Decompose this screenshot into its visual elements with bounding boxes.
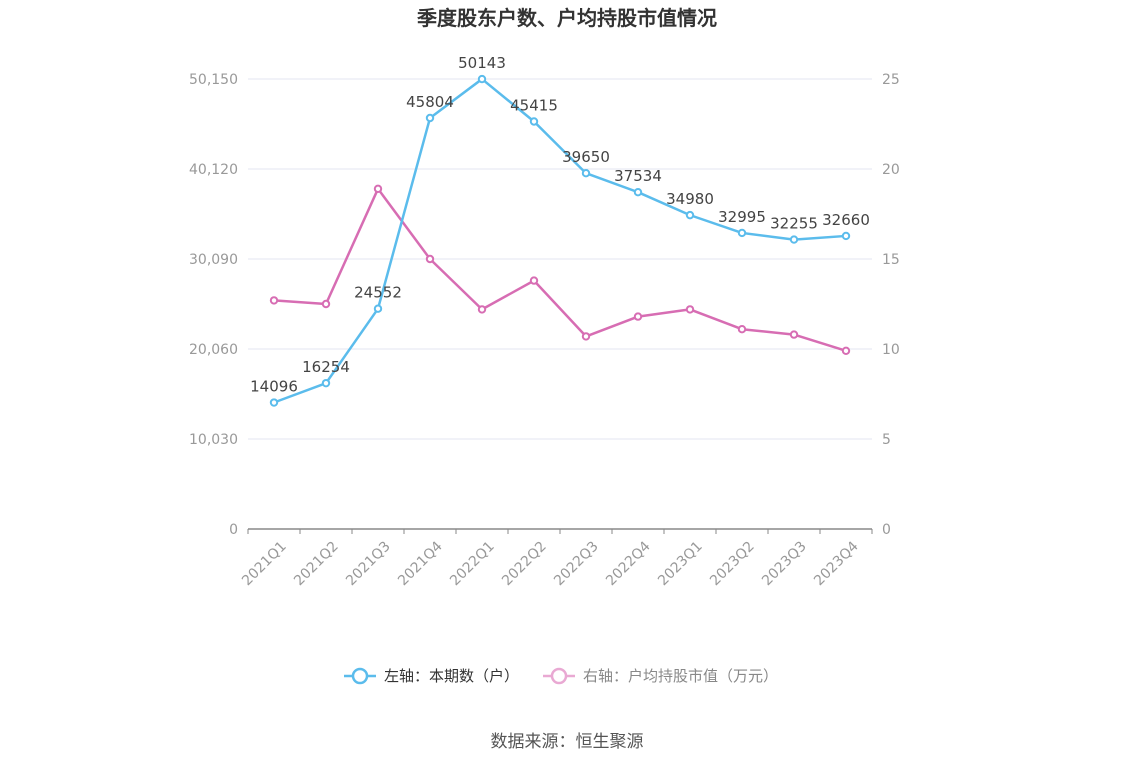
data-point xyxy=(529,276,539,285)
x-tick-label: 2023Q3 xyxy=(759,538,810,589)
x-tick-label: 2021Q2 xyxy=(291,538,342,589)
right-tick-label: 15 xyxy=(882,252,900,268)
left-tick-label: 30,090 xyxy=(189,252,238,268)
data-point xyxy=(841,346,851,355)
data-point xyxy=(633,312,643,321)
data-point xyxy=(321,378,331,388)
data-label: 39650 xyxy=(562,148,610,166)
data-point xyxy=(737,228,747,238)
legend[interactable]: 左轴：本期数（户） 右轴：户均持股市值（万元） xyxy=(344,667,778,685)
right-tick-label: 25 xyxy=(882,72,900,88)
x-axis: 2021Q1 2021Q2 2021Q3 2021Q4 2022Q1 2022Q2 2022… xyxy=(239,528,873,589)
chart-title: 季度股东户数、户均持股市值情况 xyxy=(416,6,717,30)
data-label: 24552 xyxy=(354,284,402,302)
left-tick-label: 20,060 xyxy=(189,342,238,358)
x-tick-label: 2021Q4 xyxy=(395,538,446,589)
x-tick-label: 2022Q4 xyxy=(603,538,654,589)
right-axis: 0 5 10 15 20 25 xyxy=(882,72,900,538)
left-tick-label: 0 xyxy=(229,522,238,538)
data-point xyxy=(477,305,487,314)
x-tick-label: 2022Q2 xyxy=(499,538,550,589)
data-point xyxy=(477,74,487,84)
legend-label: 右轴：户均持股市值（万元） xyxy=(583,667,778,685)
series-line xyxy=(273,77,847,404)
x-tick-label: 2022Q1 xyxy=(447,538,498,589)
series-avg-market-value xyxy=(269,184,851,355)
data-point xyxy=(737,325,747,334)
left-tick-label: 50,150 xyxy=(189,72,238,88)
data-point xyxy=(581,169,591,178)
x-tick-label: 2023Q1 xyxy=(655,538,706,589)
data-point xyxy=(581,332,591,341)
data-point xyxy=(789,330,799,339)
data-label: 32660 xyxy=(822,211,870,229)
grid xyxy=(248,78,872,440)
data-point xyxy=(269,398,279,407)
left-tick-label: 40,120 xyxy=(189,162,238,178)
data-point xyxy=(685,305,695,314)
data-label: 45804 xyxy=(406,93,454,111)
data-label: 16254 xyxy=(302,358,350,376)
x-tick-label: 2023Q4 xyxy=(811,538,862,589)
x-tick-label: 2021Q1 xyxy=(239,538,290,589)
x-tick-label: 2021Q3 xyxy=(343,538,394,589)
data-point xyxy=(841,231,851,241)
right-tick-label: 5 xyxy=(882,432,891,448)
data-point xyxy=(633,188,643,197)
data-label: 45415 xyxy=(510,96,558,114)
x-tick-label: 2023Q2 xyxy=(707,538,758,589)
legend-marker xyxy=(550,667,568,685)
legend-label: 左轴：本期数（户） xyxy=(384,667,519,685)
data-point xyxy=(321,299,331,309)
data-point xyxy=(789,235,799,244)
data-label: 34980 xyxy=(666,190,714,208)
data-label: 32995 xyxy=(718,208,766,226)
right-tick-label: 0 xyxy=(882,522,891,538)
data-point xyxy=(425,254,435,264)
data-point xyxy=(373,304,383,313)
legend-item[interactable]: 右轴：户均持股市值（万元） xyxy=(543,667,778,685)
data-point xyxy=(529,117,539,126)
data-point xyxy=(685,210,695,220)
data-point xyxy=(269,296,279,305)
data-point xyxy=(425,113,435,123)
source-note: 数据来源：恒生聚源 xyxy=(491,732,644,752)
legend-item[interactable]: 左轴：本期数（户） xyxy=(344,667,519,685)
data-label: 14096 xyxy=(250,378,298,396)
left-tick-label: 10,030 xyxy=(189,432,238,448)
data-label: 32255 xyxy=(770,215,818,233)
right-tick-label: 10 xyxy=(882,342,900,358)
right-tick-label: 20 xyxy=(882,162,900,178)
data-point xyxy=(373,184,383,194)
left-axis: 0 10,030 20,060 30,090 40,120 50,150 xyxy=(189,72,238,538)
x-tick-label: 2022Q3 xyxy=(551,538,602,589)
legend-marker xyxy=(351,667,369,685)
series-line xyxy=(273,187,847,352)
data-label: 50143 xyxy=(458,54,506,72)
data-label: 37534 xyxy=(614,167,662,185)
